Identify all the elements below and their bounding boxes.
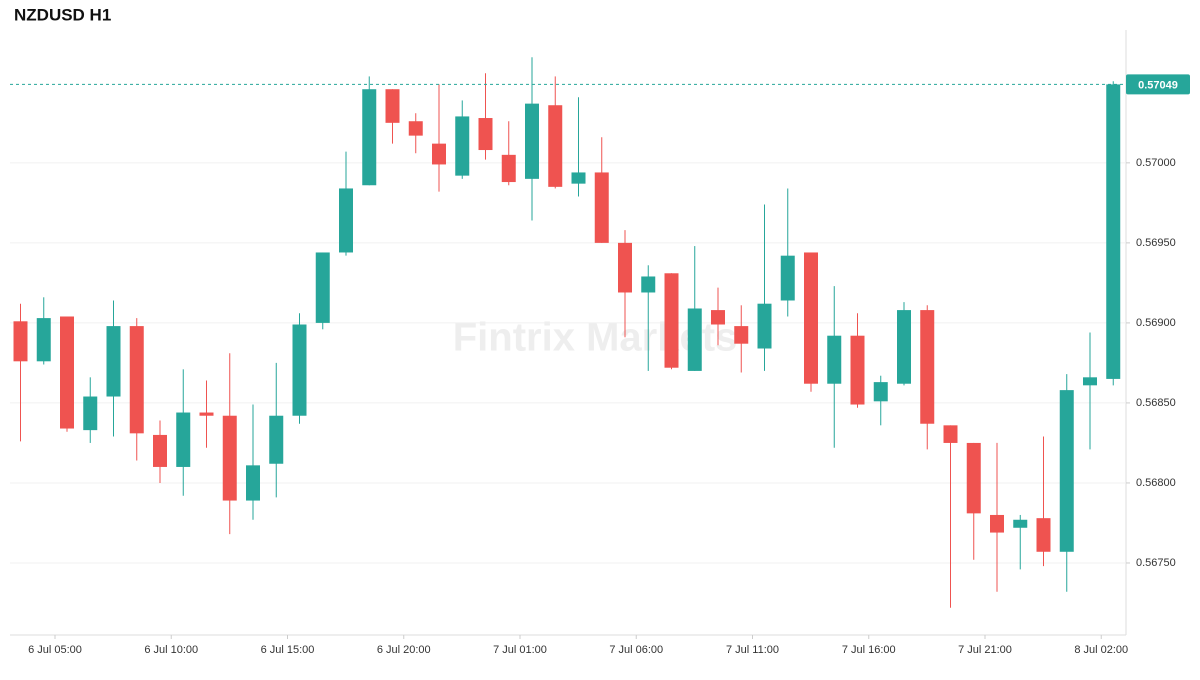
candle-body	[153, 434, 167, 467]
candle-body	[269, 415, 284, 464]
candle-body	[548, 105, 563, 187]
candle-body	[501, 154, 516, 183]
candle-body	[920, 310, 935, 424]
last-price-badge	[1126, 74, 1190, 95]
candle-body	[246, 465, 260, 501]
y-tick-label: 0.56750	[1136, 557, 1176, 569]
candle-body	[408, 121, 423, 136]
candle-body	[106, 326, 121, 397]
candle-body	[1083, 377, 1097, 386]
x-tick-label: 8 Jul 02:00	[1074, 644, 1128, 656]
candle-body	[199, 412, 214, 416]
candle-body	[618, 242, 632, 293]
candle-body	[176, 412, 191, 467]
candle-body	[873, 382, 888, 402]
candle-body	[943, 425, 958, 443]
last-price-label: 0.57049	[1138, 79, 1178, 91]
candle-body	[850, 335, 865, 405]
candle-body	[641, 276, 656, 293]
candle-body	[525, 103, 539, 179]
y-tick-label: 0.56950	[1136, 237, 1176, 249]
candle-body	[129, 326, 144, 434]
x-tick-label: 7 Jul 16:00	[842, 644, 896, 656]
candle-body	[804, 252, 818, 384]
x-tick-label: 6 Jul 20:00	[377, 644, 431, 656]
candle-body	[1013, 519, 1028, 528]
candle-body	[664, 273, 679, 368]
candle-body	[571, 172, 586, 184]
candle-body	[990, 514, 1004, 533]
y-tick-label: 0.56800	[1136, 477, 1176, 489]
candle-body	[385, 89, 400, 123]
candle-body	[432, 143, 446, 165]
candle-body	[13, 321, 28, 362]
y-tick-label: 0.56850	[1136, 397, 1176, 409]
candle-body	[827, 335, 842, 384]
y-tick-label: 0.57000	[1136, 157, 1176, 169]
candle-body	[1059, 390, 1074, 552]
candle-body	[339, 188, 353, 253]
candle-body	[966, 442, 981, 514]
candle-body	[594, 172, 609, 243]
x-tick-label: 7 Jul 06:00	[609, 644, 663, 656]
candle-body	[1036, 518, 1051, 552]
x-tick-label: 6 Jul 10:00	[144, 644, 198, 656]
chart-title: NZDUSD H1	[14, 5, 111, 24]
x-tick-label: 7 Jul 11:00	[726, 644, 779, 656]
x-tick-label: 7 Jul 01:00	[493, 644, 547, 656]
candle-body	[222, 415, 237, 501]
candle-body	[455, 116, 470, 176]
candle-body	[687, 308, 702, 371]
candle-body	[734, 326, 749, 344]
x-tick-label: 6 Jul 15:00	[261, 644, 315, 656]
y-tick-label: 0.56900	[1136, 317, 1176, 329]
candle-body	[897, 310, 911, 384]
candle-body	[1106, 84, 1121, 379]
x-tick-label: 6 Jul 05:00	[28, 644, 82, 656]
candle-body	[780, 255, 795, 301]
candle-body	[478, 118, 493, 151]
candle-body	[362, 89, 377, 186]
candle-body	[83, 396, 98, 431]
candle-body	[711, 310, 725, 325]
x-tick-label: 7 Jul 21:00	[958, 644, 1012, 656]
candle-body	[60, 316, 74, 429]
candle-body	[292, 324, 307, 416]
candle-body	[757, 303, 772, 349]
candle-body	[315, 252, 330, 323]
candle-body	[36, 318, 51, 362]
